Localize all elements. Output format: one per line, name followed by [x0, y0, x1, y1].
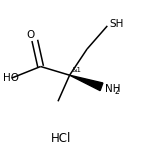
Text: 2: 2	[115, 87, 120, 96]
Text: NH: NH	[105, 84, 121, 94]
Text: HO: HO	[3, 73, 19, 83]
Polygon shape	[70, 75, 103, 91]
Text: &1: &1	[71, 67, 81, 73]
Text: O: O	[26, 30, 35, 40]
Text: HCl: HCl	[51, 133, 71, 145]
Text: SH: SH	[109, 19, 124, 29]
